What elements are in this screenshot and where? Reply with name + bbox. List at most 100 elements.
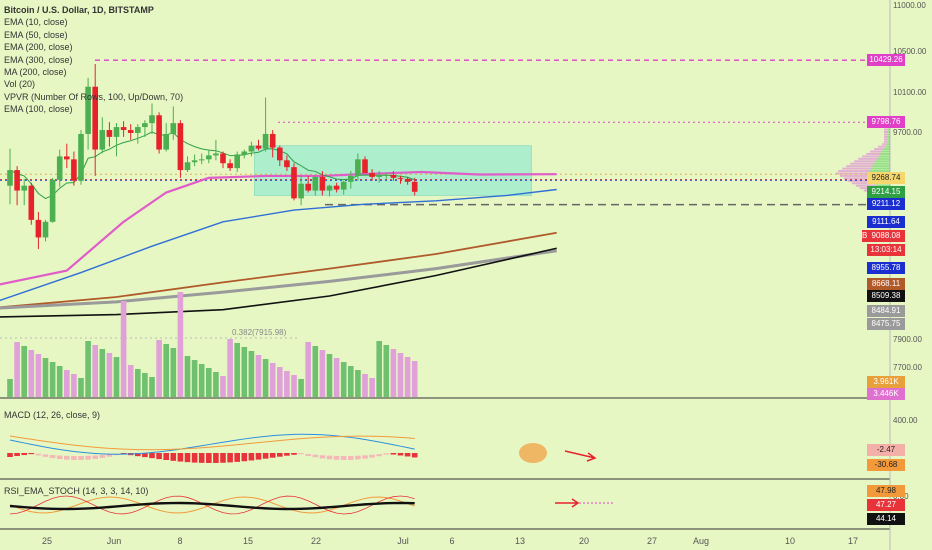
macd-hist-bar bbox=[28, 453, 35, 455]
macd-hist-bar bbox=[319, 455, 326, 459]
vpvr-bar bbox=[882, 150, 890, 153]
candle-body bbox=[206, 155, 212, 160]
macd-hist-bar bbox=[333, 455, 340, 460]
volume-bar bbox=[326, 354, 333, 397]
macd-hist-bar bbox=[42, 454, 49, 457]
legend-ma200[interactable]: MA (200, close) bbox=[4, 67, 67, 78]
macd-hist-bar bbox=[35, 453, 42, 456]
ma200-line bbox=[0, 247, 557, 318]
legend-ema10[interactable]: EMA (10, close) bbox=[4, 17, 68, 28]
time-axis-label: 22 bbox=[310, 536, 322, 546]
candle-body bbox=[149, 115, 155, 124]
macd-hist-bar bbox=[170, 453, 177, 461]
price-tag: -2.47 bbox=[867, 444, 905, 456]
price-tag: 8484.91 bbox=[867, 305, 905, 317]
ema200-line bbox=[0, 231, 557, 309]
macd-hist-bar bbox=[411, 453, 418, 458]
volume-bar bbox=[49, 362, 56, 397]
macd-highlight bbox=[519, 443, 547, 463]
volume-bar bbox=[298, 379, 304, 397]
time-axis-label: 10 bbox=[784, 536, 796, 546]
macd-scale-label: 400.00 bbox=[893, 416, 918, 425]
vpvr-bar bbox=[887, 135, 890, 138]
candle-body bbox=[248, 145, 255, 152]
macd-legend[interactable]: MACD (12, 26, close, 9) bbox=[4, 410, 101, 420]
volume-bar bbox=[277, 367, 283, 397]
volume-bar bbox=[340, 362, 347, 397]
volume-bar bbox=[21, 346, 27, 397]
volume-bar bbox=[305, 342, 311, 397]
price-scale-label: 10500.00 bbox=[893, 47, 927, 56]
macd-hist-bar bbox=[198, 453, 205, 463]
legend-ema200[interactable]: EMA (200, close) bbox=[4, 42, 73, 53]
price-tag: 3.961K bbox=[867, 376, 905, 388]
legend-ema50[interactable]: EMA (50, close) bbox=[4, 29, 68, 40]
macd-hist-bar bbox=[142, 453, 148, 458]
price-scale-label: 11000.00 bbox=[893, 1, 926, 10]
vpvr-bar bbox=[887, 140, 890, 143]
price-scale-label: 7900.00 bbox=[893, 335, 922, 344]
vpvr-bar bbox=[846, 165, 873, 168]
price-tag: 9798.76 bbox=[867, 116, 905, 128]
volume-bar bbox=[234, 343, 240, 397]
vpvr-bar bbox=[887, 138, 890, 141]
volume-bar bbox=[248, 351, 255, 397]
vpvr-bar bbox=[884, 138, 888, 141]
vpvr-bar bbox=[887, 128, 890, 131]
volume-bar bbox=[7, 379, 13, 397]
volume-bar bbox=[92, 345, 98, 397]
time-axis-label: 25 bbox=[41, 536, 53, 546]
price-tag: 9214.15 bbox=[867, 186, 905, 198]
symbol-title[interactable]: Bitcoin / U.S. Dollar, 1D, BITSTAMP bbox=[4, 5, 154, 15]
time-axis-label: 20 bbox=[578, 536, 590, 546]
macd-hist-bar bbox=[149, 453, 155, 459]
candle-body bbox=[348, 175, 354, 182]
legend-vpvr[interactable]: VPVR (Number Of Rows, 100, Up/Down, 70) bbox=[4, 91, 184, 102]
macd-hist-bar bbox=[376, 454, 382, 457]
vpvr-bar bbox=[843, 177, 872, 180]
macd-hist-bar bbox=[277, 453, 283, 457]
vpvr-bar bbox=[884, 133, 888, 136]
candle-body bbox=[234, 154, 240, 169]
candle-body bbox=[319, 176, 326, 191]
volume-bar bbox=[284, 371, 290, 397]
rsi-legend[interactable]: RSI_EMA_STOCH (14, 3, 3, 14, 10) bbox=[4, 486, 149, 496]
macd-hist-bar bbox=[21, 453, 27, 456]
candle-body bbox=[284, 160, 290, 168]
volume-bar bbox=[113, 357, 120, 397]
candle-body bbox=[71, 159, 77, 181]
vpvr-bar bbox=[869, 170, 890, 173]
vpvr-bar bbox=[866, 152, 881, 155]
legend-ema100[interactable]: EMA (100, close) bbox=[4, 104, 73, 115]
candle-body bbox=[277, 147, 283, 161]
macd-hist-bar bbox=[7, 453, 13, 457]
price-tag: 9111.64 bbox=[867, 216, 905, 228]
volume-bar bbox=[262, 359, 269, 397]
vpvr-bar bbox=[885, 145, 890, 148]
volume-bar bbox=[241, 347, 248, 397]
volume-bar bbox=[14, 342, 20, 397]
macd-hist-bar bbox=[184, 453, 191, 463]
vpvr-bar bbox=[878, 145, 886, 148]
macd-hist-bar bbox=[78, 455, 84, 460]
macd-hist-bar bbox=[355, 455, 361, 460]
candle-body bbox=[369, 173, 375, 177]
legend-ema300[interactable]: EMA (300, close) bbox=[4, 54, 73, 65]
candle-body bbox=[177, 123, 184, 171]
macd-hist-bar bbox=[255, 453, 262, 460]
macd-hist-bar bbox=[305, 453, 311, 456]
time-axis-label: 13 bbox=[514, 536, 526, 546]
vpvr-bar bbox=[874, 148, 884, 151]
legend-volume[interactable]: Vol (20) bbox=[4, 79, 36, 90]
macd-arrow bbox=[564, 450, 597, 462]
macd-line bbox=[9, 433, 415, 455]
macd-hist-bar bbox=[369, 454, 375, 458]
price-tag: 9211.12 bbox=[867, 198, 905, 210]
macd-hist-bar bbox=[241, 453, 248, 462]
macd-hist-bar bbox=[234, 453, 240, 462]
price-tag: 8475.75 bbox=[867, 318, 905, 330]
candle-body bbox=[170, 123, 177, 134]
macd-hist-bar bbox=[56, 455, 63, 460]
vpvr-bar bbox=[839, 174, 870, 177]
